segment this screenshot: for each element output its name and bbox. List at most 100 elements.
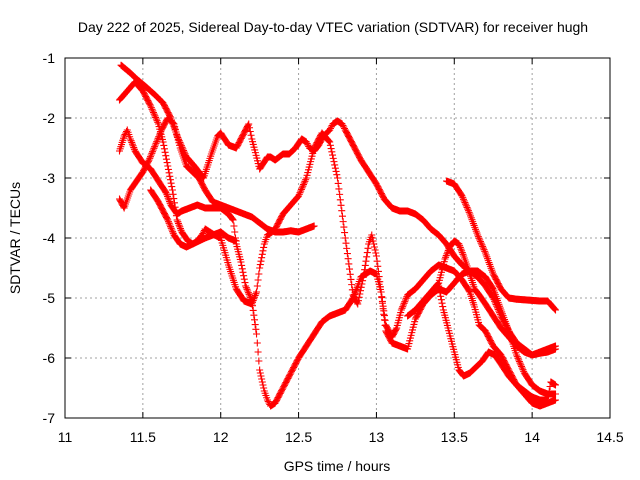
data-point (300, 181, 308, 189)
data-point (163, 191, 171, 199)
data-point (238, 265, 246, 273)
data-point (444, 246, 452, 254)
data-point (513, 353, 521, 361)
data-point (153, 138, 161, 146)
data-point (156, 129, 164, 137)
data-point (303, 140, 311, 147)
data-point (145, 156, 153, 164)
data-point (247, 131, 255, 139)
data-point (175, 221, 183, 229)
data-point (330, 158, 338, 166)
data-point (442, 252, 450, 260)
data-point (334, 174, 341, 182)
data-point (162, 189, 170, 197)
data-point (239, 268, 247, 276)
data-point (302, 176, 310, 184)
data-point (329, 154, 337, 162)
data-point (479, 242, 487, 250)
data-point (163, 159, 171, 167)
y-tick-label: -3 (43, 170, 56, 186)
data-point (331, 164, 339, 172)
data-point (474, 231, 482, 239)
data-point (329, 151, 337, 159)
data-point (166, 172, 174, 180)
data-point (343, 250, 351, 258)
data-point (352, 285, 360, 293)
data-point (478, 241, 486, 249)
data-point (438, 299, 446, 307)
data-points (116, 61, 559, 410)
data-point (465, 287, 473, 295)
data-point (363, 253, 371, 261)
data-point (354, 300, 362, 308)
data-point (368, 234, 376, 242)
data-point (253, 330, 261, 338)
data-point (165, 169, 173, 177)
data-point (250, 311, 258, 319)
data-point (351, 289, 359, 297)
data-point (295, 190, 303, 198)
data-point (160, 145, 168, 153)
data-point (552, 381, 559, 389)
data-point (464, 207, 472, 215)
data-point (127, 137, 135, 145)
data-point (257, 372, 265, 380)
data-point (435, 285, 443, 293)
data-point (255, 270, 263, 278)
chart-title: Day 222 of 2025, Sidereal Day-to-day VTE… (78, 19, 588, 35)
data-point (252, 290, 260, 298)
data-point (245, 290, 253, 298)
data-point (544, 392, 552, 399)
data-point (165, 196, 173, 204)
data-point (147, 151, 155, 159)
data-point (162, 152, 170, 160)
data-point (326, 141, 334, 149)
data-point (372, 249, 380, 257)
data-point (157, 128, 165, 136)
data-point (456, 243, 464, 251)
data-point (339, 218, 347, 226)
data-point (336, 196, 344, 204)
data-point (402, 294, 410, 302)
data-point (331, 161, 339, 169)
data-point (246, 292, 254, 300)
data-point (552, 390, 559, 398)
data-point (326, 138, 334, 146)
data-point (245, 120, 253, 128)
data-point (241, 279, 249, 287)
data-point (373, 257, 381, 265)
data-point (441, 255, 449, 263)
data-point (552, 345, 559, 353)
data-point (435, 282, 443, 290)
data-point (325, 137, 333, 145)
data-point (379, 302, 387, 310)
data-point (244, 289, 252, 297)
data-point (298, 184, 306, 192)
data-point (166, 221, 174, 229)
data-point (551, 305, 559, 313)
data-point (517, 361, 525, 369)
data-point (363, 249, 371, 257)
data-point (518, 362, 526, 370)
data-point (479, 244, 487, 252)
data-point (344, 255, 352, 263)
data-point (378, 297, 386, 305)
data-point (169, 190, 177, 198)
data-point (302, 138, 310, 146)
y-tick-label: -7 (43, 410, 56, 426)
series-track-8 (435, 282, 559, 404)
data-point (259, 247, 267, 255)
data-point (476, 236, 484, 244)
data-point (436, 289, 444, 297)
data-point (462, 200, 470, 208)
data-point (149, 109, 157, 117)
data-point (146, 101, 154, 109)
data-point (443, 250, 451, 258)
data-point (369, 237, 377, 245)
data-point (231, 228, 239, 236)
data-point (334, 179, 342, 187)
data-point (332, 167, 340, 175)
data-point (253, 282, 261, 290)
data-point (437, 292, 445, 300)
data-point (378, 293, 386, 301)
